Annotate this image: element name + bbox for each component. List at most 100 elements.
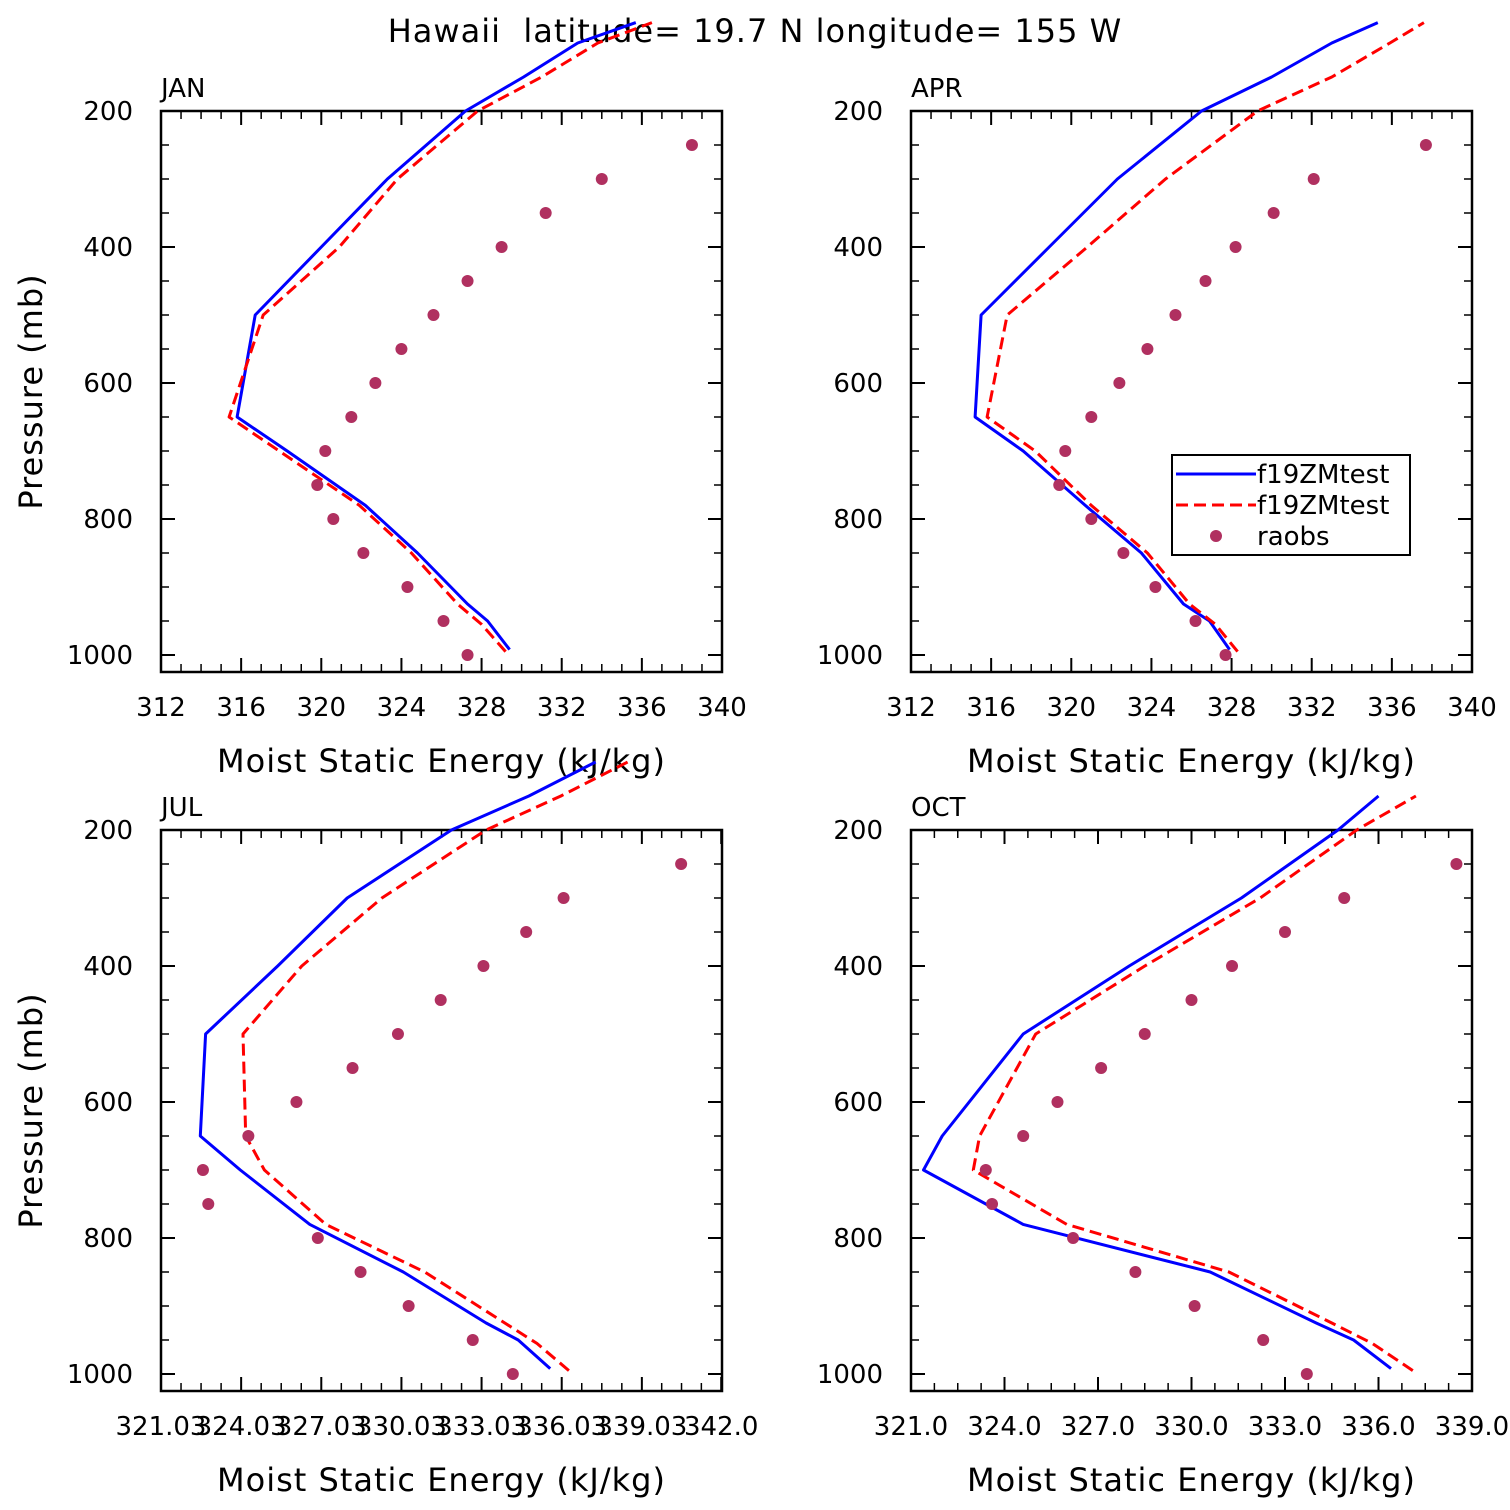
jul-raobs-point xyxy=(202,1198,215,1210)
jan-x-axis-title: Moist Static Energy (kJ/kg) xyxy=(217,742,666,780)
jan-raobs-point xyxy=(327,513,340,525)
jul-y-axis-title: Pressure (mb) xyxy=(12,992,50,1228)
jul-xtick-label: 339.03 xyxy=(596,1412,687,1442)
oct-f19zmtest-dashed-line xyxy=(971,794,1417,1372)
oct-raobs-point xyxy=(1450,858,1463,870)
jan-y-axis-title: Pressure (mb) xyxy=(12,273,50,509)
jan-ytick-label: 400 xyxy=(83,233,133,263)
panel-jan: JAN 312 316 320 324 328 332 336 340 200 400 600 800 1… xyxy=(12,21,747,780)
jan-xtick-label: 316 xyxy=(216,693,266,723)
oct-xtick-label: 336.0 xyxy=(1341,1412,1415,1442)
oct-raobs-point xyxy=(1067,1232,1080,1244)
oct-xtick-label: 327.0 xyxy=(1061,1412,1135,1442)
jul-ytick-label: 600 xyxy=(83,1088,133,1118)
apr-raobs-point xyxy=(1059,445,1072,457)
jul-raobs-point xyxy=(354,1266,367,1278)
apr-raobs-point xyxy=(1199,275,1212,287)
figure-title: Hawaii latitude= 19.7 N longitude= 155 W xyxy=(387,12,1123,50)
apr-raobs-point xyxy=(1117,547,1130,559)
oct-raobs-point xyxy=(1300,1368,1313,1380)
oct-xtick-label: 324.0 xyxy=(967,1412,1041,1442)
apr-xtick-label: 320 xyxy=(1046,693,1096,723)
oct-raobs-point xyxy=(1129,1266,1142,1278)
oct-ytick-label: 200 xyxy=(833,816,883,846)
jan-ytick-label: 1000 xyxy=(67,641,133,671)
jul-xtick-label: 333.03 xyxy=(436,1412,527,1442)
jan-xtick-label: 340 xyxy=(697,693,747,723)
oct-ytick-label: 400 xyxy=(833,952,883,982)
apr-xtick-label: 316 xyxy=(966,693,1016,723)
apr-xtick-label: 336 xyxy=(1367,693,1417,723)
apr-raobs-point xyxy=(1149,581,1162,593)
oct-raobs-point xyxy=(1188,1300,1201,1312)
jan-ytick-label: 600 xyxy=(83,369,133,399)
jul-raobs-point xyxy=(557,892,570,904)
apr-raobs-point xyxy=(1229,241,1242,253)
jul-ytick-label: 800 xyxy=(83,1224,133,1254)
oct-f19zmtest-solid-line xyxy=(922,794,1392,1370)
jul-raobs-point xyxy=(434,994,447,1006)
oct-ytick-label: 1000 xyxy=(817,1360,883,1390)
apr-raobs-point xyxy=(1267,207,1280,219)
jan-xtick-label: 332 xyxy=(537,693,587,723)
oct-x-axis-title: Moist Static Energy (kJ/kg) xyxy=(967,1461,1416,1499)
jul-raobs-point xyxy=(290,1096,303,1108)
oct-raobs-point xyxy=(986,1198,999,1210)
jul-ytick-label: 200 xyxy=(83,816,133,846)
jan-ytick-label: 800 xyxy=(83,505,133,535)
apr-ytick-label: 400 xyxy=(833,233,883,263)
oct-raobs-point xyxy=(1051,1096,1064,1108)
jan-xtick-label: 320 xyxy=(296,693,346,723)
panel-title-jan: JAN xyxy=(159,74,205,104)
jan-xtick-label: 328 xyxy=(457,693,507,723)
jul-raobs-point xyxy=(391,1028,404,1040)
apr-x-axis-title: Moist Static Energy (kJ/kg) xyxy=(967,742,1416,780)
jan-f19zmtest-solid-line xyxy=(235,21,637,651)
jan-raobs-point xyxy=(461,275,474,287)
panel-title-oct: OCT xyxy=(911,793,966,823)
oct-raobs-point xyxy=(1338,892,1351,904)
jul-f19zmtest-dashed-line xyxy=(241,760,629,1372)
apr-raobs-point xyxy=(1219,649,1232,661)
apr-f19zmtest-solid-line xyxy=(973,21,1379,651)
legend-label-raobs-marker: raobs xyxy=(1257,522,1330,552)
jan-raobs-point xyxy=(539,207,552,219)
jan-raobs-point xyxy=(437,615,450,627)
jan-raobs-point xyxy=(369,377,382,389)
apr-raobs-point xyxy=(1085,513,1098,525)
oct-ytick-label: 600 xyxy=(833,1088,883,1118)
jan-raobs-point xyxy=(311,479,324,491)
apr-raobs-point xyxy=(1169,309,1182,321)
apr-f19zmtest-dashed-line xyxy=(985,21,1425,653)
jul-raobs-point xyxy=(520,926,533,938)
jul-ytick-label: 1000 xyxy=(67,1360,133,1390)
jul-xtick-label: 336.03 xyxy=(516,1412,607,1442)
apr-raobs-point xyxy=(1307,173,1320,185)
oct-raobs-point xyxy=(1185,994,1198,1006)
jul-raobs-point xyxy=(196,1164,209,1176)
apr-raobs-point xyxy=(1189,615,1202,627)
apr-raobs-point xyxy=(1419,139,1432,151)
apr-ytick-label: 1000 xyxy=(817,641,883,671)
apr-ytick-label: 800 xyxy=(833,505,883,535)
oct-xtick-label: 330.0 xyxy=(1154,1412,1228,1442)
apr-ytick-label: 200 xyxy=(833,97,883,127)
jul-raobs-point xyxy=(402,1300,415,1312)
jan-raobs-point xyxy=(345,411,358,423)
jan-raobs-point xyxy=(595,173,608,185)
jan-f19zmtest-dashed-line xyxy=(227,21,653,653)
oct-ytick-label: 800 xyxy=(833,1224,883,1254)
jul-raobs-point xyxy=(242,1130,255,1142)
apr-plot-frame xyxy=(909,109,1474,674)
jan-raobs-point xyxy=(427,309,440,321)
oct-raobs-point xyxy=(1226,960,1239,972)
oct-xtick-label: 321.0 xyxy=(874,1412,948,1442)
jul-raobs-point xyxy=(506,1368,519,1380)
jan-raobs-point xyxy=(461,649,474,661)
legend-label-f19zmtest-dashed: f19ZMtest xyxy=(1257,491,1389,521)
jul-raobs-point xyxy=(477,960,490,972)
jan-xtick-label: 312 xyxy=(136,693,186,723)
jan-raobs-point xyxy=(357,547,370,559)
jul-raobs-point xyxy=(346,1062,359,1074)
